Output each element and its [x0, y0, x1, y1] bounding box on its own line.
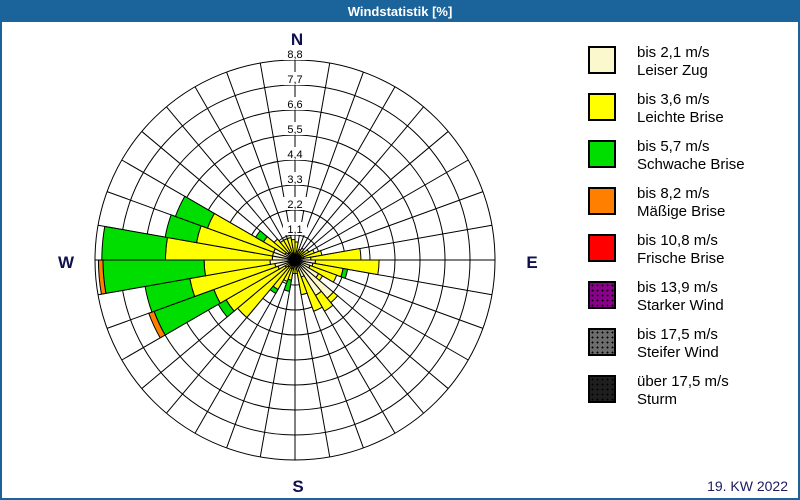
- radial-axis-tick-label: 4,4: [287, 149, 302, 161]
- wind-bar-segment: [273, 238, 290, 255]
- legend-wind-name: Frische Brise: [637, 250, 725, 267]
- legend-speed-label: über 17,5 m/s: [637, 373, 729, 390]
- legend-label: bis 8,2 m/s Mäßige Brise: [637, 185, 725, 221]
- legend: bis 2,1 m/s Leiser Zug bis 3,6 m/s Leichte …: [588, 44, 793, 420]
- wind-bar-segment: [101, 225, 168, 261]
- legend-wind-name: Steifer Wind: [637, 344, 719, 361]
- legend-color-swatch: [588, 234, 616, 262]
- axis-label-backing: [283, 222, 307, 235]
- legend-label: bis 10,8 m/s Frische Brise: [637, 232, 725, 268]
- wind-bar-segment: [148, 310, 166, 339]
- compass-labels: N S W E: [58, 30, 538, 496]
- legend-speed-label: bis 5,7 m/s: [637, 138, 710, 155]
- compass-label-east: E: [526, 253, 537, 272]
- wind-bar-segment: [296, 270, 308, 296]
- compass-label-west: W: [58, 253, 75, 272]
- wind-bar-segment: [174, 195, 215, 229]
- axis-label-backing: [283, 97, 307, 110]
- wind-bar-segment: [97, 259, 107, 295]
- window-title: Windstatistik [%]: [347, 4, 453, 19]
- legend-label: bis 3,6 m/s Leichte Brise: [637, 91, 724, 127]
- wind-bar-segment: [290, 239, 296, 257]
- legend-color-swatch: [588, 328, 616, 356]
- wind-bar-segment: [340, 267, 349, 279]
- axis-label-backing: [283, 122, 307, 135]
- legend-item: bis 13,9 m/s Starker Wind: [588, 279, 793, 315]
- legend-label: bis 5,7 m/s Schwache Brise: [637, 138, 745, 174]
- legend-label: bis 2,1 m/s Leiser Zug: [637, 44, 710, 80]
- wind-rose-chart: 1,1 2,2 3,3 4,4 5,5 6,6 7,7 8,8N S W E: [58, 30, 538, 496]
- legend-item: bis 3,6 m/s Leichte Brise: [588, 91, 793, 127]
- legend-item: bis 8,2 m/s Mäßige Brise: [588, 185, 793, 221]
- radial-axis-tick-label: 7,7: [287, 74, 302, 86]
- legend-wind-name: Leiser Zug: [637, 62, 708, 79]
- legend-item: bis 17,5 m/s Steifer Wind: [588, 326, 793, 362]
- legend-speed-label: bis 8,2 m/s: [637, 185, 710, 202]
- legend-label: über 17,5 m/s Sturm: [637, 373, 729, 409]
- radial-axis-tick-label: 1,1: [287, 224, 302, 236]
- wind-bar-segment: [314, 259, 380, 276]
- legend-speed-label: bis 2,1 m/s: [637, 44, 710, 61]
- axis-label-backing: [283, 47, 307, 60]
- legend-color-swatch: [588, 93, 616, 121]
- legend-color-swatch: [588, 46, 616, 74]
- calendar-week-label: 19. KW 2022: [707, 478, 788, 494]
- radial-axis-tick-label: 5,5: [287, 124, 302, 136]
- compass-label-south: S: [292, 477, 303, 496]
- legend-color-swatch: [588, 375, 616, 403]
- wind-bar-segment: [308, 264, 338, 283]
- radial-axis-labels: 1,1 2,2 3,3 4,4 5,5 6,6 7,7 8,8: [283, 47, 307, 236]
- axis-label-backing: [283, 172, 307, 185]
- wind-bar-segment: [254, 230, 268, 243]
- legend-label: bis 13,9 m/s Starker Wind: [637, 279, 724, 315]
- title-bar: Windstatistik [%]: [2, 2, 798, 22]
- compass-label-north: N: [291, 30, 303, 49]
- wind-bar-segment: [164, 214, 202, 244]
- legend-wind-name: Sturm: [637, 391, 678, 408]
- legend-speed-label: bis 17,5 m/s: [637, 326, 718, 343]
- wind-sector-bars: [97, 195, 380, 339]
- legend-speed-label: bis 3,6 m/s: [637, 91, 710, 108]
- legend-item: bis 2,1 m/s Leiser Zug: [588, 44, 793, 80]
- legend-color-swatch: [588, 187, 616, 215]
- wind-bar-segment: [300, 275, 323, 312]
- legend-color-swatch: [588, 281, 616, 309]
- legend-color-swatch: [588, 140, 616, 168]
- legend-wind-name: Mäßige Brise: [637, 203, 726, 220]
- axis-label-backing: [283, 72, 307, 85]
- legend-speed-label: bis 13,9 m/s: [637, 279, 718, 296]
- status-bar: 19. KW 2022: [707, 478, 788, 494]
- legend-wind-name: Starker Wind: [637, 297, 724, 314]
- legend-item: bis 10,8 m/s Frische Brise: [588, 232, 793, 268]
- axis-label-backing: [283, 197, 307, 210]
- axis-label-backing: [283, 147, 307, 160]
- legend-speed-label: bis 10,8 m/s: [637, 232, 718, 249]
- wind-bar-segment: [296, 247, 305, 258]
- wind-bar-segment: [314, 290, 334, 312]
- radial-axis-tick-label: 3,3: [287, 174, 302, 186]
- radial-axis-tick-label: 2,2: [287, 199, 302, 211]
- legend-wind-name: Schwache Brise: [637, 156, 745, 173]
- radial-axis-tick-label: 6,6: [287, 99, 302, 111]
- legend-item: bis 5,7 m/s Schwache Brise: [588, 138, 793, 174]
- legend-wind-name: Leichte Brise: [637, 109, 724, 126]
- wind-bar-segment: [286, 237, 295, 255]
- wind-bar-segment: [283, 278, 293, 292]
- legend-label: bis 17,5 m/s Steifer Wind: [637, 326, 719, 362]
- radial-axis-tick-label: 8,8: [287, 49, 302, 61]
- legend-item: über 17,5 m/s Sturm: [588, 373, 793, 409]
